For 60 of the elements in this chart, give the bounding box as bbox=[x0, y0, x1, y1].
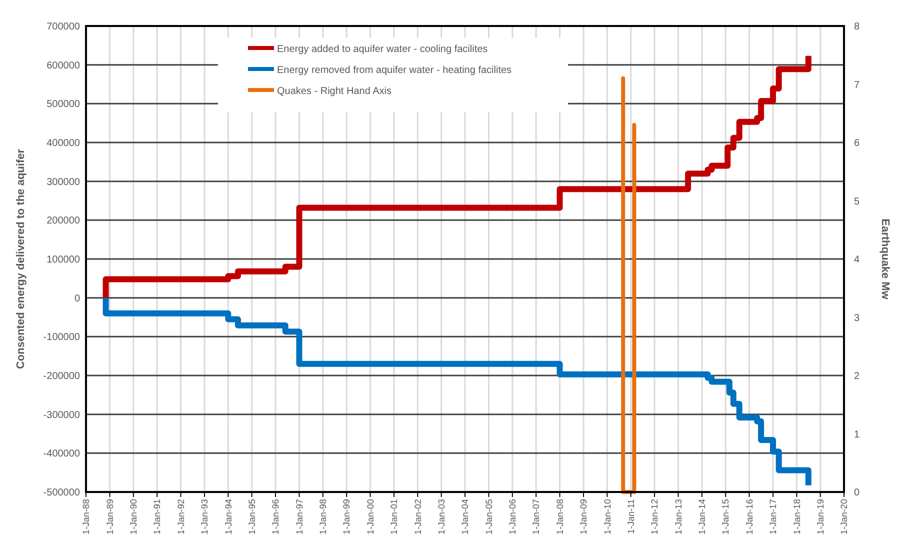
x-tick-label: 1-Jan-08 bbox=[554, 499, 565, 535]
y-tick-label: 600000 bbox=[46, 60, 80, 72]
y2-tick-label: 4 bbox=[854, 254, 860, 266]
x-tick-label: 1-Jan-16 bbox=[744, 499, 754, 535]
x-tick-label: 1-Jan-98 bbox=[318, 499, 328, 535]
x-tick-label: 1-Jan-92 bbox=[176, 499, 186, 535]
x-tick-label: 1-Jan-15 bbox=[720, 499, 731, 535]
y2-tick-label: 5 bbox=[854, 196, 860, 208]
x-tick-label: 1-Jan-93 bbox=[200, 499, 210, 535]
legend-label: Quakes - Right Hand Axis bbox=[277, 86, 392, 97]
y-tick-label: -200000 bbox=[43, 371, 80, 382]
x-tick-label: 1-Jan-10 bbox=[602, 499, 612, 535]
x-tick-label: 1-Jan-01 bbox=[389, 499, 400, 535]
y-tick-label: 200000 bbox=[46, 216, 80, 227]
y-tick-label: -500000 bbox=[43, 488, 80, 498]
y2-tick-label: 2 bbox=[854, 371, 860, 382]
x-tick-label: 1-Jan-97 bbox=[294, 499, 304, 535]
x-tick-label: 1-Jan-05 bbox=[484, 499, 494, 535]
y-tick-label: 500000 bbox=[46, 99, 80, 110]
x-tick-label: 1-Jan-03 bbox=[436, 499, 446, 535]
legend-label: Energy removed from aquifer water - heating facilites bbox=[277, 65, 512, 76]
x-tick-label: 1-Jan-90 bbox=[128, 499, 139, 535]
x-tick-label: 1-Jan-17 bbox=[768, 499, 778, 535]
x-tick-label: 1-Jan-18 bbox=[792, 499, 802, 535]
y-tick-label: 300000 bbox=[46, 176, 80, 188]
x-tick-label: 1-Jan-11 bbox=[626, 499, 636, 534]
y-tick-label: -300000 bbox=[43, 410, 80, 421]
x-tick-label: 1-Jan-91 bbox=[152, 499, 162, 535]
y-tick-label: 0 bbox=[74, 293, 80, 304]
y-axis-title: Consented energy delivered to the aquifer bbox=[15, 148, 27, 370]
x-tick-label: 1-Jan-00 bbox=[365, 499, 376, 535]
y2-tick-label: 8 bbox=[854, 22, 860, 32]
x-tick-label: 1-Jan-06 bbox=[508, 499, 518, 535]
x-tick-label: 1-Jan-07 bbox=[531, 499, 542, 535]
y2-tick-label: 3 bbox=[854, 312, 860, 324]
x-tick-label: 1-Jan-19 bbox=[815, 499, 826, 535]
y-tick-label: -400000 bbox=[43, 448, 80, 460]
y2-tick-label: 1 bbox=[854, 429, 860, 440]
x-tick-label: 1-Jan-04 bbox=[460, 499, 470, 535]
x-tick-label: 1-Jan-88 bbox=[81, 499, 92, 535]
y-tick-label: 700000 bbox=[46, 22, 80, 32]
y2-axis-title: Earthquake Mw bbox=[879, 218, 891, 300]
x-tick-label: 1-Jan-96 bbox=[270, 499, 281, 535]
x-tick-label: 1-Jan-09 bbox=[578, 499, 589, 535]
x-tick-label: 1-Jan-13 bbox=[673, 499, 684, 535]
y2-tick-label: 6 bbox=[854, 138, 860, 149]
x-tick-label: 1-Jan-94 bbox=[223, 499, 234, 535]
x-tick-label: 1-Jan-99 bbox=[342, 499, 352, 535]
x-tick-label: 1-Jan-95 bbox=[246, 499, 257, 535]
x-tick-label: 1-Jan-20 bbox=[839, 499, 850, 535]
y2-tick-label: 7 bbox=[854, 80, 860, 91]
x-tick-label: 1-Jan-02 bbox=[412, 499, 423, 535]
y-tick-label: -100000 bbox=[43, 332, 80, 344]
x-tick-label: 1-Jan-89 bbox=[104, 499, 115, 535]
x-tick-label: 1-Jan-14 bbox=[697, 499, 708, 535]
y-tick-label: 100000 bbox=[46, 254, 80, 266]
legend-label: Energy added to aquifer water - cooling facilites bbox=[277, 44, 488, 55]
y-tick-label: 400000 bbox=[46, 138, 80, 149]
y2-tick-label: 0 bbox=[854, 488, 860, 498]
x-tick-label: 1-Jan-12 bbox=[650, 499, 660, 535]
